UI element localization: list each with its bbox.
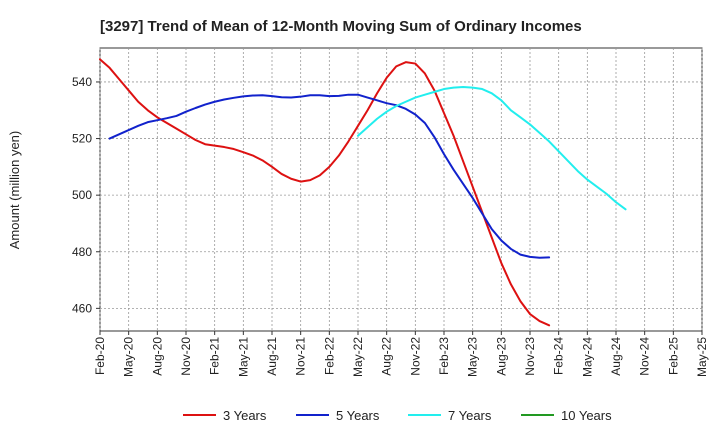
y-tick-label: 480 xyxy=(72,245,92,259)
x-tick-label: May-24 xyxy=(580,337,594,377)
x-tick-label: Feb-22 xyxy=(322,337,336,375)
legend-label: 10 Years xyxy=(561,408,612,423)
x-tick-label: Feb-25 xyxy=(666,337,680,375)
x-tick-label: Feb-21 xyxy=(208,337,222,375)
x-tick-label: Aug-20 xyxy=(150,337,164,376)
x-tick-label: Nov-23 xyxy=(523,337,537,376)
series-line-3-years xyxy=(99,58,551,327)
x-tick-label: May-25 xyxy=(695,337,709,377)
x-tick-label: Feb-23 xyxy=(437,337,451,375)
legend: 3 Years 5 Years 7 Years 10 Years xyxy=(183,408,612,423)
x-tick-label: Aug-23 xyxy=(494,337,508,376)
x-tick-label: May-22 xyxy=(351,337,365,377)
x-tick-label: Feb-20 xyxy=(93,337,107,375)
x-tick-label: Feb-24 xyxy=(552,337,566,375)
plot-area xyxy=(99,47,703,332)
x-tick-label: Nov-24 xyxy=(638,337,652,376)
y-axis-label: Amount (million yen) xyxy=(7,131,22,250)
x-tick-label: May-21 xyxy=(236,337,250,377)
x-tick-label: Aug-22 xyxy=(380,337,394,376)
series-line-5-years xyxy=(108,93,551,259)
x-tick-label: Nov-21 xyxy=(294,337,308,376)
legend-label: 3 Years xyxy=(223,408,267,423)
y-tick-label: 460 xyxy=(72,301,92,315)
x-tick-label: Nov-22 xyxy=(408,337,422,376)
y-axis-ticks: 460 480 500 520 540 xyxy=(72,75,100,315)
x-tick-label: May-20 xyxy=(122,337,136,377)
x-axis-ticks: Feb-20 May-20 Aug-20 Nov-20 Feb-21 May-21 Aug-… xyxy=(93,331,709,377)
legend-label: 7 Years xyxy=(448,408,492,423)
legend-label: 5 Years xyxy=(336,408,380,423)
x-tick-label: May-23 xyxy=(466,337,480,377)
x-tick-label: Nov-20 xyxy=(179,337,193,376)
y-tick-label: 540 xyxy=(72,75,92,89)
chart-title: [3297] Trend of Mean of 12-Month Moving … xyxy=(100,18,582,35)
series-lines xyxy=(99,58,627,327)
y-tick-label: 520 xyxy=(72,132,92,146)
x-tick-label: Aug-24 xyxy=(609,337,623,376)
series-line-7-years xyxy=(357,86,627,211)
x-tick-label: Aug-21 xyxy=(265,337,279,376)
y-tick-label: 500 xyxy=(72,188,92,202)
